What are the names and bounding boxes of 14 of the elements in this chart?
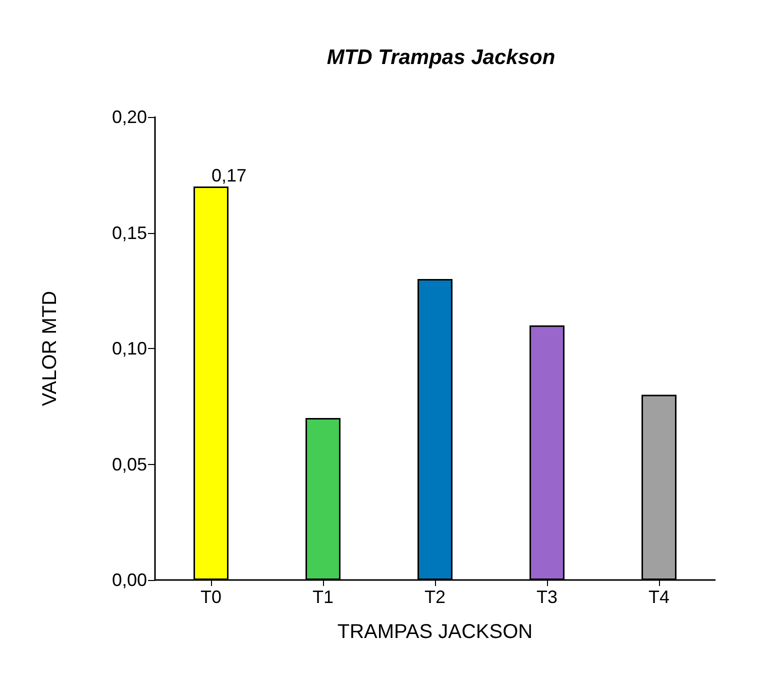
x-tick-label: T1 bbox=[312, 587, 334, 607]
data-label: 0,17 bbox=[211, 165, 247, 186]
x-tick-label: T3 bbox=[536, 587, 558, 607]
y-tick-label: 0,05 bbox=[112, 454, 147, 474]
x-axis-title: TRAMPAS JACKSON bbox=[337, 621, 533, 643]
y-tick-label: 0,20 bbox=[112, 107, 147, 127]
x-tick-label: T2 bbox=[424, 587, 446, 607]
x-tick-label: T4 bbox=[648, 587, 670, 607]
y-axis-title: VALOR MTD bbox=[39, 290, 61, 406]
x-tick-label: T0 bbox=[200, 587, 222, 607]
y-tick-label: 0,10 bbox=[112, 338, 147, 358]
chart-title: MTD Trampas Jackson bbox=[326, 46, 556, 69]
y-tick-label: 0,00 bbox=[112, 570, 147, 590]
y-tick-label: 0,15 bbox=[112, 222, 147, 243]
